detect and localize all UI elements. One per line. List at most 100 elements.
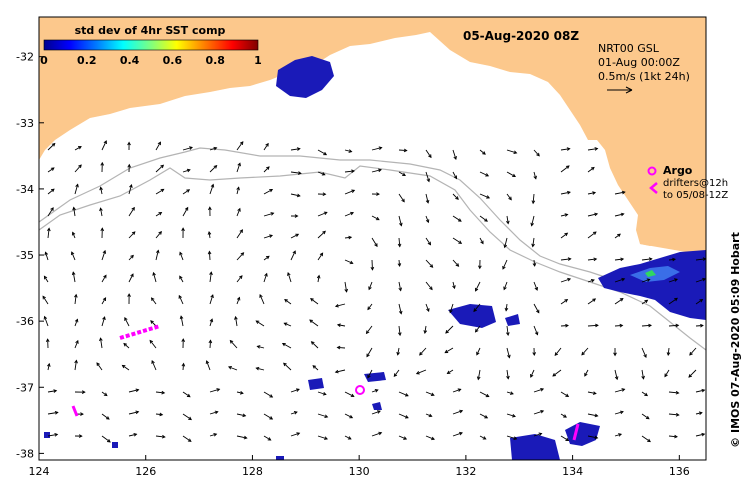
current-arrow-icon bbox=[47, 188, 55, 195]
current-arrow-icon bbox=[398, 413, 409, 419]
colorbar-tick-label: 0 bbox=[40, 54, 48, 67]
argo-line2: to 05/08-12Z bbox=[663, 190, 728, 201]
current-arrow-icon bbox=[560, 299, 569, 305]
current-arrow-icon bbox=[236, 162, 241, 173]
current-arrow-icon bbox=[587, 435, 599, 440]
current-arrow-icon bbox=[695, 299, 704, 305]
current-arrow-icon bbox=[587, 413, 599, 418]
current-arrow-icon bbox=[344, 211, 355, 217]
current-arrow-icon bbox=[371, 410, 381, 415]
y-tick-label: -37 bbox=[16, 381, 34, 394]
current-arrow-icon bbox=[531, 237, 535, 248]
current-arrow-icon bbox=[47, 389, 58, 393]
current-arrow-icon bbox=[228, 366, 238, 371]
current-arrow-icon bbox=[475, 281, 481, 292]
current-arrow-icon bbox=[310, 298, 319, 305]
y-tick-label: -34 bbox=[16, 183, 34, 196]
current-arrow-icon bbox=[209, 271, 213, 283]
current-arrow-icon bbox=[560, 232, 569, 239]
current-arrow-icon bbox=[236, 435, 248, 440]
current-arrow-icon bbox=[44, 251, 49, 261]
colorbar-tick-label: 0.8 bbox=[205, 54, 225, 67]
current-arrow-icon bbox=[208, 206, 212, 217]
current-arrow-icon bbox=[181, 227, 185, 239]
current-arrow-icon bbox=[503, 281, 508, 291]
current-arrow-icon bbox=[533, 409, 545, 415]
current-arrow-icon bbox=[560, 413, 567, 418]
y-tick-label: -35 bbox=[16, 249, 34, 262]
current-arrow-icon bbox=[371, 215, 380, 221]
current-arrow-icon bbox=[47, 362, 51, 371]
current-arrow-icon bbox=[209, 183, 215, 195]
colorbar-tick-label: 0.4 bbox=[120, 54, 140, 67]
current-arrow-icon bbox=[121, 364, 130, 371]
current-arrow-icon bbox=[452, 431, 463, 437]
current-arrow-icon bbox=[688, 369, 697, 378]
current-arrow-icon bbox=[506, 413, 516, 418]
current-arrow-icon bbox=[47, 167, 55, 173]
current-arrow-icon bbox=[452, 388, 462, 393]
current-arrow-icon bbox=[641, 435, 651, 443]
current-arrow-icon bbox=[155, 231, 162, 239]
current-arrow-icon bbox=[425, 171, 431, 183]
argo-line1: drifters@12h bbox=[663, 178, 728, 189]
y-axis: -32 -33 -34 -35 -36 -37 -38 bbox=[16, 51, 44, 460]
current-arrow-icon bbox=[209, 318, 214, 327]
current-arrow-icon bbox=[283, 322, 292, 327]
current-arrow-icon bbox=[425, 193, 430, 204]
current-arrow-icon bbox=[614, 410, 624, 415]
colorbar-title: std dev of 4hr SST comp bbox=[75, 24, 226, 37]
current-arrow-icon bbox=[229, 339, 238, 349]
current-arrow-icon bbox=[317, 211, 328, 217]
current-arrow-icon bbox=[695, 323, 704, 328]
current-arrow-icon bbox=[317, 171, 326, 176]
current-arrow-icon bbox=[344, 413, 354, 419]
current-arrow-icon bbox=[209, 388, 221, 393]
current-arrow-icon bbox=[209, 164, 218, 173]
current-arrow-icon bbox=[182, 168, 191, 173]
current-arrow-icon bbox=[614, 298, 624, 305]
current-arrow-icon bbox=[506, 171, 516, 178]
current-arrow-icon bbox=[283, 362, 292, 371]
current-arrow-icon bbox=[344, 169, 356, 174]
current-arrow-icon bbox=[312, 365, 319, 371]
current-arrow-icon bbox=[587, 257, 598, 262]
current-arrow-icon bbox=[71, 271, 76, 283]
current-arrow-icon bbox=[560, 165, 570, 173]
current-arrow-icon bbox=[290, 432, 301, 437]
current-arrow-icon bbox=[503, 237, 508, 249]
current-arrow-icon bbox=[128, 231, 136, 239]
current-arrow-icon bbox=[74, 164, 82, 173]
drifter-track-southwest bbox=[71, 405, 79, 417]
y-tick-label: -32 bbox=[16, 51, 34, 64]
current-arrow-icon bbox=[689, 347, 697, 356]
current-arrow-icon bbox=[479, 149, 486, 155]
current-arrow-icon bbox=[614, 277, 626, 283]
current-arrow-icon bbox=[74, 359, 78, 371]
current-arrow-icon bbox=[255, 366, 265, 371]
current-arrow-icon bbox=[290, 147, 301, 151]
current-arrow-icon bbox=[584, 369, 589, 377]
current-arrow-icon bbox=[476, 369, 481, 381]
current-arrow-icon bbox=[155, 434, 166, 439]
argo-label: Argo bbox=[663, 164, 693, 177]
current-arrow-icon bbox=[452, 171, 457, 180]
current-arrow-icon bbox=[641, 391, 649, 397]
date-title: 05-Aug-2020 08Z bbox=[463, 29, 579, 43]
current-arrow-icon bbox=[317, 252, 324, 261]
current-arrow-icon bbox=[182, 435, 192, 442]
current-arrow-icon bbox=[47, 433, 59, 437]
current-arrow-icon bbox=[100, 227, 105, 239]
drifter-icon bbox=[649, 182, 658, 194]
current-arrow-icon bbox=[74, 318, 79, 327]
current-arrow-icon bbox=[479, 413, 489, 419]
current-arrow-icon bbox=[155, 390, 166, 395]
current-arrow-icon bbox=[290, 388, 300, 393]
current-arrow-icon bbox=[234, 315, 238, 327]
current-arrow-icon bbox=[398, 171, 406, 176]
current-arrow-icon bbox=[182, 391, 191, 398]
current-arrow-icon bbox=[371, 192, 380, 196]
current-arrow-icon bbox=[452, 149, 457, 160]
current-arrow-icon bbox=[587, 191, 597, 195]
current-arrow-icon bbox=[236, 186, 240, 195]
